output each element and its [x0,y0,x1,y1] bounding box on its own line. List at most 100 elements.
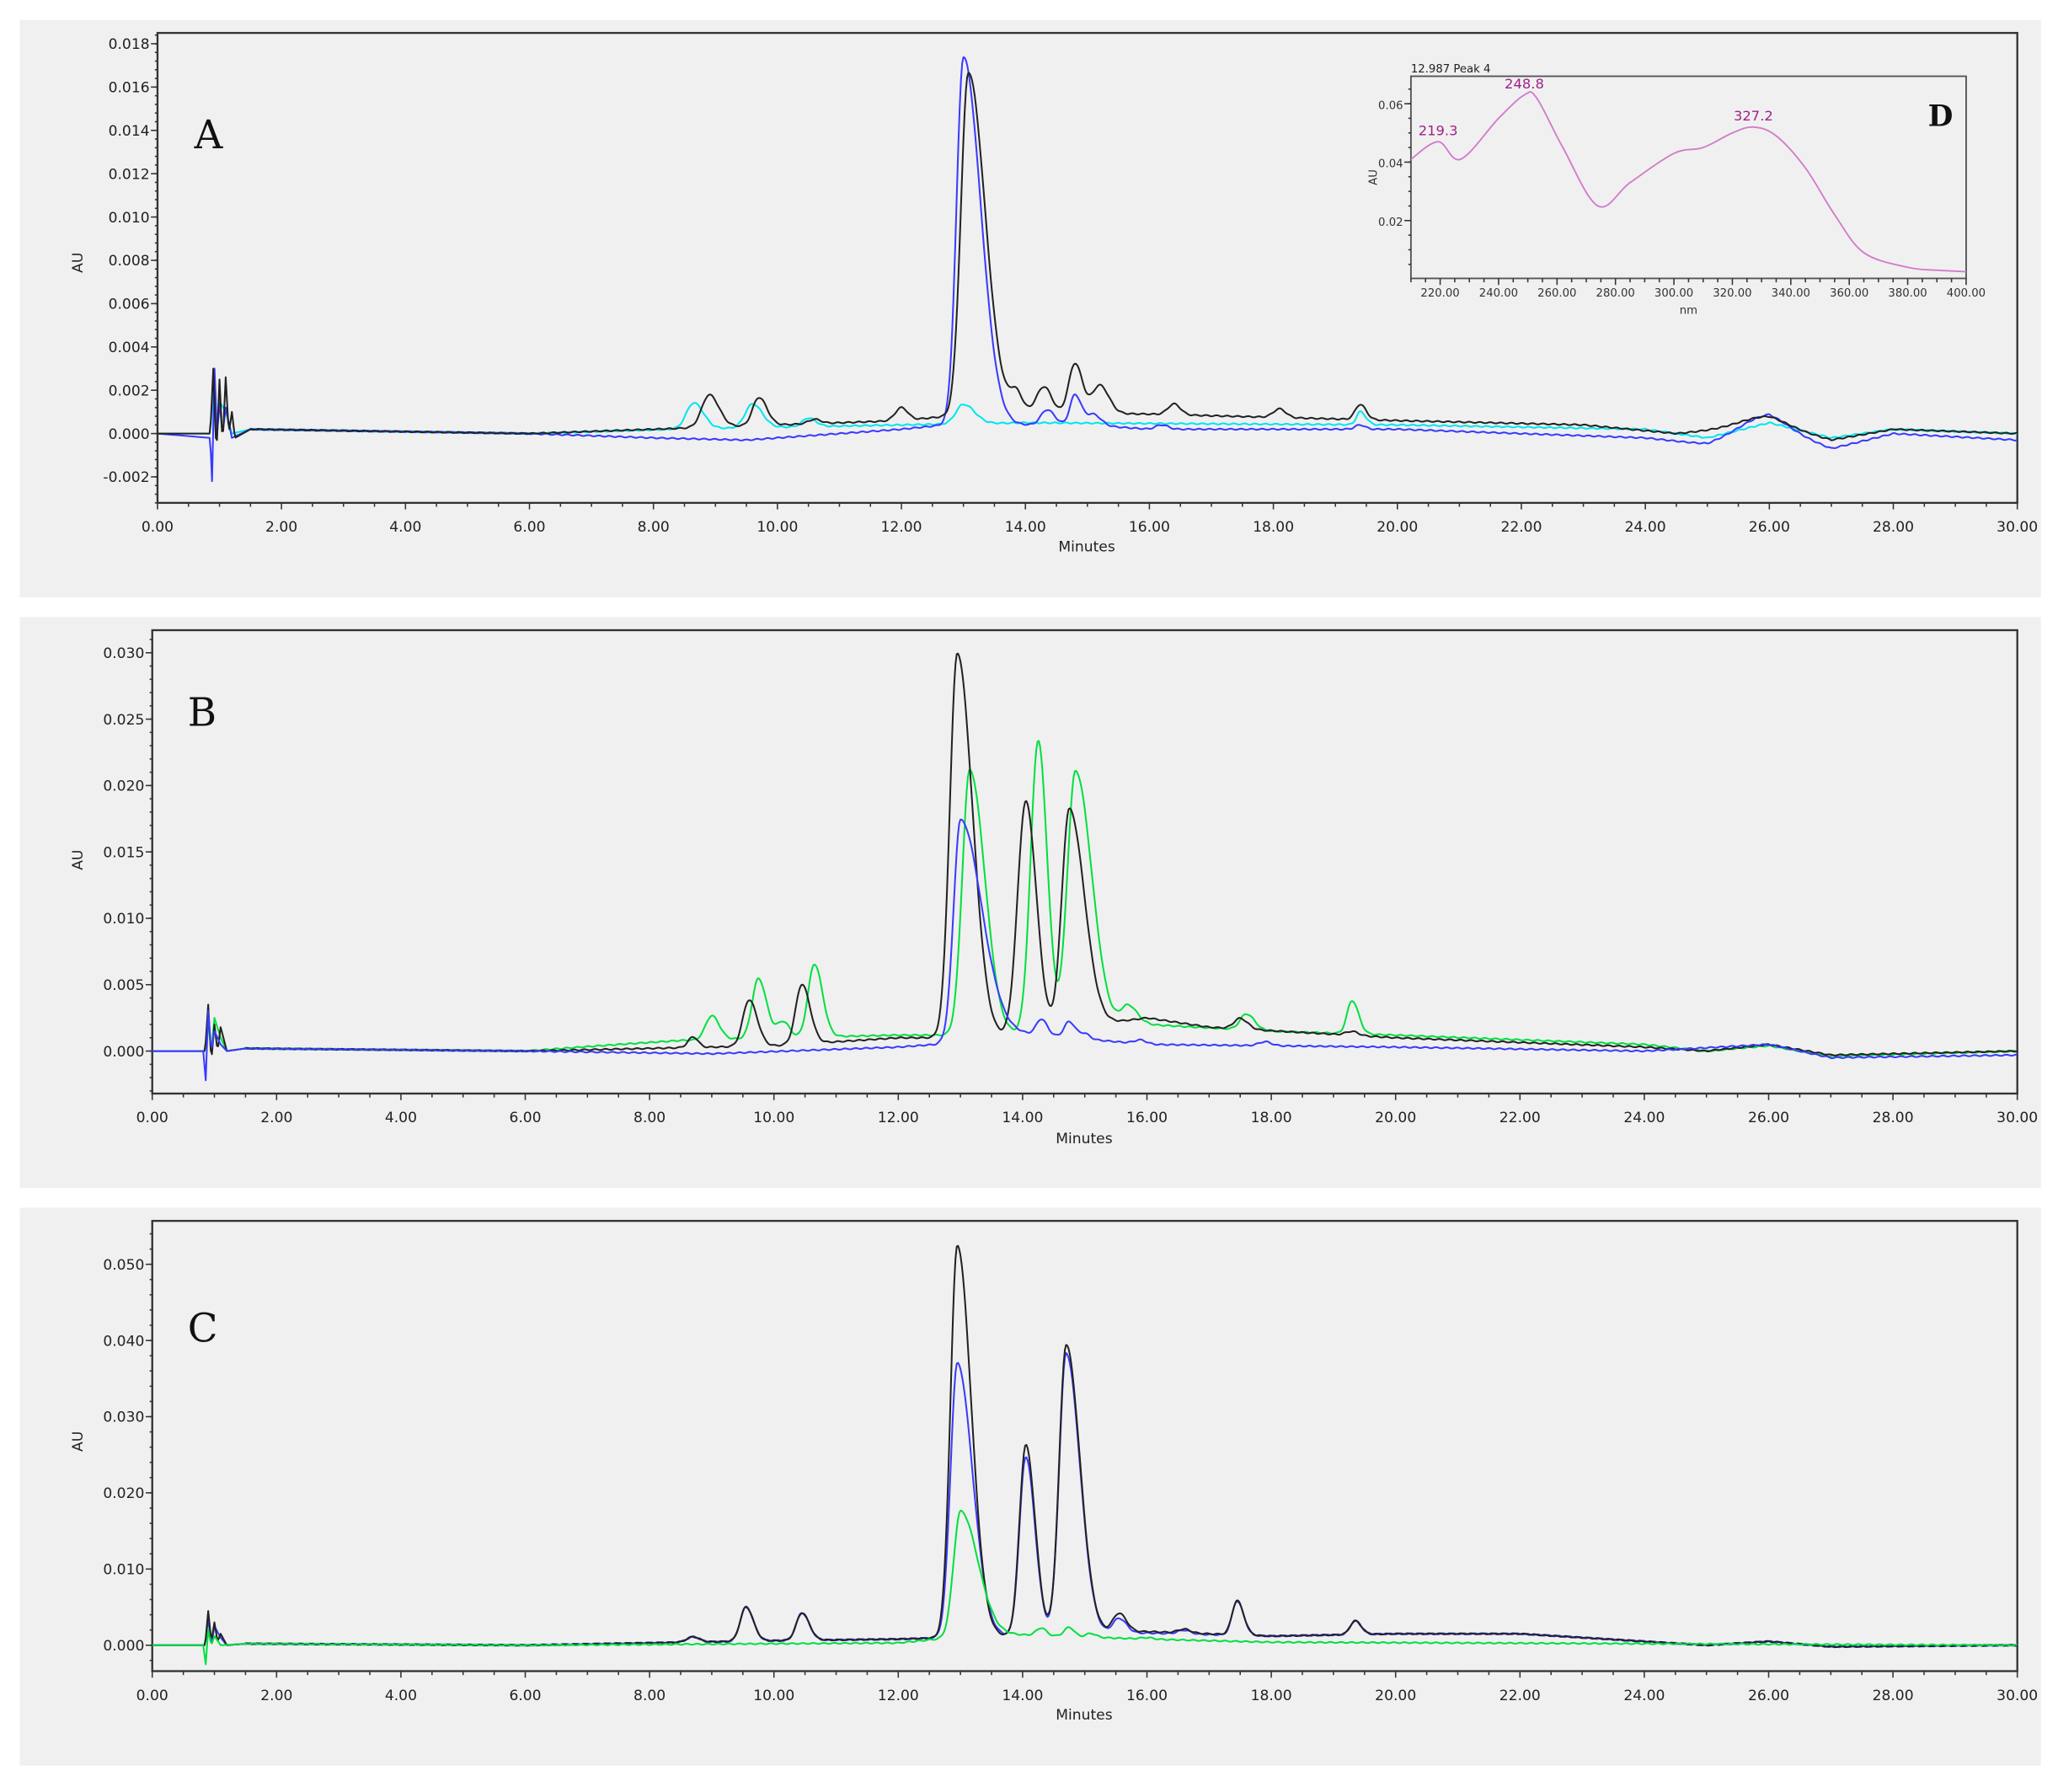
y-tick-label: 0.018 [109,36,150,53]
y-tick-label: 0.050 [103,1257,144,1274]
x-tick-label: 12.00 [878,1110,919,1126]
x-tick-label: 10.00 [756,519,798,536]
x-tick-label: 8.00 [633,1110,666,1126]
y-tick-label: 0.04 [1378,158,1403,171]
x-tick-label: 22.00 [1499,1688,1541,1704]
y-tick-label: 0.06 [1378,99,1403,112]
y-tick-label: 0.02 [1378,217,1403,229]
x-tick-label: 26.00 [1748,1688,1789,1704]
x-tick-label: 12.00 [878,1688,919,1704]
x-tick-label: 380.00 [1888,287,1927,300]
x-tick-label: 0.00 [136,1110,168,1126]
y-axis-title: AU [70,253,87,273]
y-tick-label: 0.008 [109,253,150,270]
x-tick-label: 300.00 [1654,287,1693,300]
y-tick-label: 0.010 [103,1562,144,1579]
x-tick-label: 24.00 [1625,519,1666,536]
x-tick-label: 4.00 [385,1688,417,1704]
y-axis-title: AU [70,850,87,870]
x-tick-label: 2.00 [265,519,297,536]
x-tick-label: 2.00 [260,1110,292,1126]
x-tick-label: 0.00 [136,1688,168,1704]
y-tick-label: 0.000 [109,426,150,443]
panel-letter: A [194,113,224,158]
x-tick-label: 20.00 [1375,1110,1416,1126]
x-tick-label: 16.00 [1126,1110,1168,1126]
panel-letter: B [188,691,216,736]
x-axis-title: Minutes [1056,1131,1112,1147]
y-tick-label: 0.030 [103,1410,144,1426]
x-tick-label: 24.00 [1623,1110,1665,1126]
x-tick-label: 320.00 [1713,287,1751,300]
panel-letter: D [1928,100,1954,134]
panel-letter: C [188,1306,218,1351]
x-tick-label: 18.00 [1253,519,1294,536]
inset-plot-frame [1409,75,1967,280]
x-tick-label: 28.00 [1873,1110,1914,1126]
peak-label: 248.8 [1505,76,1544,92]
y-tick-label: -0.002 [103,469,149,486]
x-tick-label: 18.00 [1251,1688,1292,1704]
series-line-blue [152,818,2018,1082]
chart-panel-d: 12.987 Peak 4 220.00 240.00 260.00 280.00 300… [1367,63,1986,318]
x-tick-label: 14.00 [1002,1688,1043,1704]
y-tick-label: 0.025 [103,712,144,729]
x-tick-label: 20.00 [1376,519,1418,536]
y-tick-label: 0.004 [109,340,150,356]
y-tick-label: 0.016 [109,80,150,97]
x-tick-label: 2.00 [260,1688,292,1704]
y-tick-label: 0.030 [103,645,144,662]
x-tick-label: 16.00 [1126,1688,1168,1704]
x-tick-label: 6.00 [513,519,545,536]
peak-label: 327.2 [1734,108,1773,124]
x-tick-label: 360.00 [1830,287,1868,300]
x-tick-label: 6.00 [509,1688,541,1704]
x-tick-label: 10.00 [753,1688,794,1704]
x-tick-label: 28.00 [1873,1688,1914,1704]
y-tick-label: 0.010 [103,911,144,928]
x-axis-title: Minutes [1058,539,1115,556]
y-tick-label: 0.000 [103,1044,144,1061]
series-line-black [157,72,2018,441]
x-tick-label: 240.00 [1479,287,1518,300]
x-tick-label: 4.00 [385,1110,417,1126]
y-tick-label: 0.000 [103,1638,144,1655]
x-tick-label: 30.00 [1997,519,2038,536]
x-tick-label: 220.00 [1420,287,1459,300]
y-tick-label: 0.010 [109,210,150,227]
x-axis-title: nm [1680,305,1697,318]
y-tick-label: 0.005 [103,977,144,994]
x-tick-label: 28.00 [1873,519,1914,536]
x-tick-label: 10.00 [753,1110,794,1126]
x-tick-label: 22.00 [1499,1110,1541,1126]
chart-panel-a: 0.00 2.00 4.00 6.00 8.00 10.00 12.00 14.00 16.00… [70,31,2038,556]
x-tick-label: 4.00 [389,519,421,536]
x-tick-label: 24.00 [1623,1688,1665,1704]
x-tick-label: 12.00 [881,519,922,536]
y-tick-label: 0.014 [109,123,150,140]
series-line-green [152,1510,2018,1666]
y-tick-label: 0.015 [103,844,144,861]
x-tick-label: 260.00 [1537,287,1576,300]
y-tick-label: 0.040 [103,1333,144,1350]
x-tick-label: 280.00 [1596,287,1635,300]
y-tick-label: 0.002 [109,382,150,399]
x-axis-title: Minutes [1056,1707,1112,1724]
chart-panel-b: 0.00 2.00 4.00 6.00 8.00 10.00 12.00 14.00 16.00… [70,629,2038,1147]
x-tick-label: 400.00 [1947,287,1986,300]
y-tick-label: 0.006 [109,297,150,313]
x-tick-label: 14.00 [1002,1110,1043,1126]
x-tick-label: 26.00 [1749,519,1790,536]
x-tick-label: 340.00 [1772,287,1810,300]
series-line-spectrum [1410,91,1966,273]
x-tick-label: 30.00 [1997,1110,2038,1126]
peak-label: 219.3 [1419,122,1458,138]
x-tick-label: 6.00 [509,1110,541,1126]
y-tick-label: 0.020 [103,1485,144,1502]
x-tick-label: 20.00 [1375,1688,1416,1704]
x-tick-label: 18.00 [1251,1110,1292,1126]
x-tick-label: 26.00 [1748,1110,1789,1126]
panel-c-background [19,1207,2041,1766]
y-tick-label: 0.012 [109,166,150,183]
